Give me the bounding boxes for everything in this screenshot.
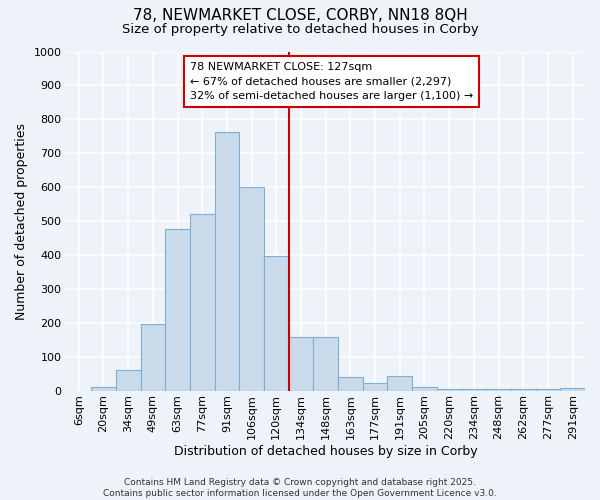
Bar — [338, 377, 363, 391]
Bar — [313, 336, 338, 391]
Bar — [511, 390, 536, 391]
X-axis label: Distribution of detached houses by size in Corby: Distribution of detached houses by size … — [174, 444, 478, 458]
Text: 78 NEWMARKET CLOSE: 127sqm
← 67% of detached houses are smaller (2,297)
32% of s: 78 NEWMARKET CLOSE: 127sqm ← 67% of deta… — [190, 62, 473, 102]
Bar — [190, 214, 215, 391]
Bar — [289, 336, 313, 391]
Bar — [165, 229, 190, 391]
Bar — [437, 390, 461, 391]
Bar — [486, 390, 511, 391]
Bar — [363, 382, 388, 391]
Bar — [215, 132, 239, 391]
Bar — [116, 370, 140, 391]
Text: Size of property relative to detached houses in Corby: Size of property relative to detached ho… — [122, 22, 478, 36]
Text: 78, NEWMARKET CLOSE, CORBY, NN18 8QH: 78, NEWMARKET CLOSE, CORBY, NN18 8QH — [133, 8, 467, 22]
Bar — [91, 386, 116, 391]
Y-axis label: Number of detached properties: Number of detached properties — [15, 123, 28, 320]
Text: Contains HM Land Registry data © Crown copyright and database right 2025.
Contai: Contains HM Land Registry data © Crown c… — [103, 478, 497, 498]
Bar — [264, 256, 289, 391]
Bar — [536, 390, 560, 391]
Bar — [560, 388, 585, 391]
Bar — [412, 388, 437, 391]
Bar — [140, 324, 165, 391]
Bar — [461, 390, 486, 391]
Bar — [388, 376, 412, 391]
Bar — [239, 187, 264, 391]
